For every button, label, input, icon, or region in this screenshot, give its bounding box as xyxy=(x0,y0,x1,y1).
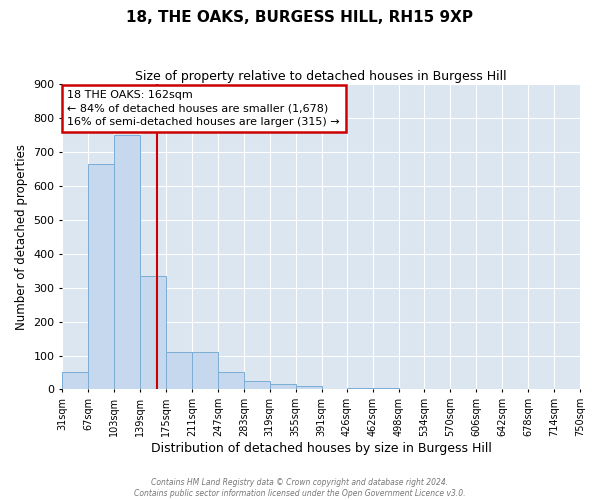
Bar xyxy=(269,384,296,390)
Bar xyxy=(218,372,244,390)
Bar xyxy=(347,388,373,390)
X-axis label: Distribution of detached houses by size in Burgess Hill: Distribution of detached houses by size … xyxy=(151,442,491,455)
Bar xyxy=(166,352,192,390)
Text: 18, THE OAKS, BURGESS HILL, RH15 9XP: 18, THE OAKS, BURGESS HILL, RH15 9XP xyxy=(127,10,473,25)
Text: Contains HM Land Registry data © Crown copyright and database right 2024.
Contai: Contains HM Land Registry data © Crown c… xyxy=(134,478,466,498)
Bar xyxy=(244,381,269,390)
Bar xyxy=(296,386,322,390)
Bar xyxy=(140,276,166,390)
Text: 18 THE OAKS: 162sqm
← 84% of detached houses are smaller (1,678)
16% of semi-det: 18 THE OAKS: 162sqm ← 84% of detached ho… xyxy=(67,90,340,126)
Bar xyxy=(88,164,114,390)
Bar xyxy=(373,388,398,390)
Title: Size of property relative to detached houses in Burgess Hill: Size of property relative to detached ho… xyxy=(136,70,507,83)
Bar xyxy=(114,135,140,390)
Bar xyxy=(62,372,88,390)
Bar xyxy=(192,352,218,390)
Y-axis label: Number of detached properties: Number of detached properties xyxy=(15,144,28,330)
